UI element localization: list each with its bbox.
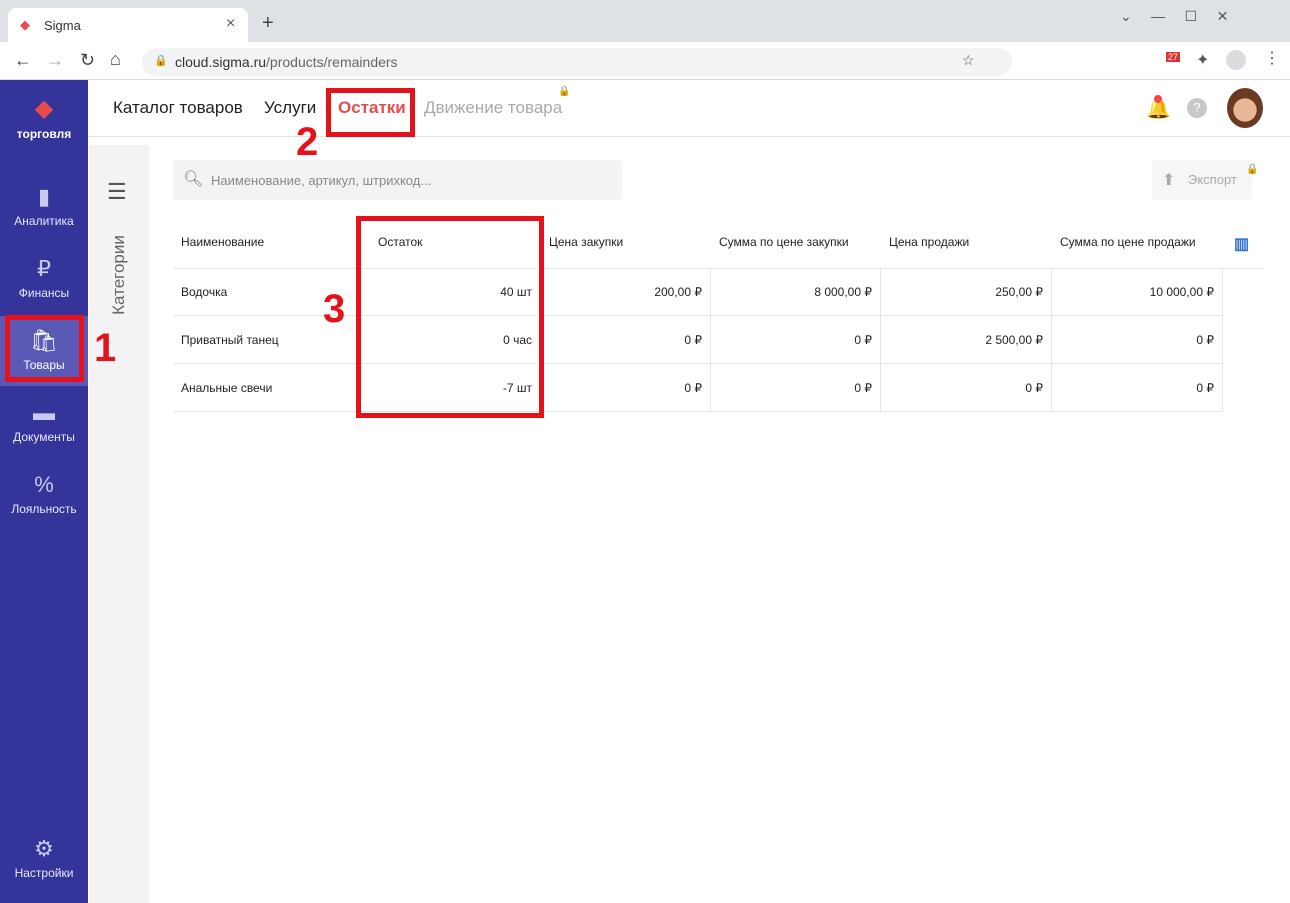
table-cell: 0 ₽ [541,316,711,364]
table-cell: 8 000,00 ₽ [711,268,881,316]
upload-icon: ⬆ [1162,172,1176,189]
column-header[interactable]: Наименование [181,234,265,249]
sidebar-item-analytics[interactable]: ▮ Аналитика [0,184,88,228]
new-tab-icon[interactable]: + [262,12,274,34]
notification-dot [1154,95,1162,103]
sidebar-item-products[interactable]: 🛍 Товары [0,316,88,386]
url-host: cloud.sigma.ru [175,54,267,70]
close-tab-icon[interactable]: × [226,15,236,32]
url-path: /products/remainders [266,54,398,70]
search-icon: 🔍︎ [183,171,204,188]
categories-label: Категории [109,235,128,315]
window-controls[interactable]: ⌄ — ☐ ✕ [1120,8,1229,24]
column-header[interactable]: Цена закупки [549,234,624,249]
table-cell: 0 ₽ [881,364,1052,412]
lock-icon: 🔒 [1246,164,1259,175]
browser-tab-bar: ◆ Sigma × + ⌄ — ☐ ✕ [0,0,1290,42]
annotation-number-3: 3 [323,287,346,331]
annotation-box-3 [356,216,544,418]
lock-icon: 🔒 [154,55,168,67]
extension-badge[interactable]: 27 [1166,52,1181,62]
sidebar-item-documents[interactable]: ▬ Документы [0,400,88,444]
sidebar-item-loyalty[interactable]: % Лояльность [0,472,88,516]
avatar[interactable] [1227,88,1263,128]
brand-name: торговля [16,127,72,141]
column-header[interactable]: Сумма по цене продажи [1060,234,1196,249]
sidebar-item-label: Настройки [14,866,74,880]
reload-icon[interactable]: ↻ [80,50,96,70]
top-nav: Каталог товаров Услуги Остатки Движение … [88,80,1290,137]
sidebar-item-settings[interactable]: ⚙ Настройки [0,836,88,880]
tab-catalog[interactable]: Каталог товаров [113,98,243,117]
table-cell: 0 ₽ [1052,364,1223,412]
tab-title: Sigma [44,18,81,33]
table-cell: Приватный танец [173,316,370,364]
sidebar: ◆ торговля ▮ Аналитика ₽ Финансы 🛍 Товары ▬ Д… [0,80,88,903]
table-cell: Водочка [173,268,370,316]
sidebar-item-label: Документы [13,430,75,444]
address-bar[interactable]: 🔒 cloud.sigma.ru/products/remainders ☆ [142,48,1012,76]
table-cell: 250,00 ₽ [881,268,1052,316]
annotation-box-1 [5,315,84,382]
columns-settings-icon[interactable]: ▥ [1234,236,1250,253]
bookmark-star-icon[interactable]: ☆ [962,52,975,68]
profile-icon[interactable] [1226,50,1246,70]
search-placeholder: Наименование, артикул, штрихкод... [211,173,432,188]
table-cell: 2 500,00 ₽ [881,316,1052,364]
lock-icon: 🔒 [558,86,571,97]
sigma-logo-icon: ◆ [34,95,54,122]
notification-bell-icon[interactable]: 🔔 [1146,98,1171,120]
export-label: Экспорт [1188,172,1237,187]
sidebar-item-label: Лояльность [11,502,77,516]
back-icon[interactable]: ← [14,50,32,70]
menu-icon[interactable]: ⋮ [1264,50,1280,67]
tab-movement[interactable]: Движение товара [424,98,563,117]
categories-panel[interactable]: ☰ Категории [89,145,149,903]
browser-tab[interactable]: ◆ Sigma × [8,8,248,42]
column-header[interactable]: Остаток [378,234,423,249]
table-cell: 10 000,00 ₽ [1052,268,1223,316]
table-cell: 200,00 ₽ [541,268,711,316]
table-cell: 0 ₽ [541,364,711,412]
annotation-number-1: 1 [94,326,117,370]
bar-chart-icon: ▮ [37,184,51,209]
table-cell: 0 ₽ [1052,316,1223,364]
shopping-bag-icon: 🛍 [30,328,58,353]
export-button[interactable]: ⬆ Экспорт [1152,160,1252,200]
hamburger-menu-icon[interactable]: ☰ [107,179,127,204]
tab-remainders[interactable]: Остатки [338,98,406,117]
annotation-number-2: 2 [296,120,319,164]
sidebar-item-label: Аналитика [14,214,74,228]
extensions-icon[interactable]: ✦ [1196,52,1210,69]
forward-icon[interactable]: → [46,50,64,70]
brand-logo[interactable]: ◆ торговля [0,94,88,141]
table-cell: 0 ₽ [711,316,881,364]
help-icon[interactable]: ? [1187,98,1207,118]
annotation-box-2 [326,88,415,137]
header-divider [173,268,1264,269]
ruble-icon: ₽ [37,256,51,281]
percent-badge-icon: % [34,472,54,497]
column-header[interactable]: Сумма по цене закупки [719,234,849,249]
browser-toolbar: ← → ↻ ⌂ 🔒 cloud.sigma.ru/products/remain… [0,42,1290,80]
sidebar-item-label: Финансы [18,286,70,300]
table-cell: 0 ₽ [711,364,881,412]
gear-icon: ⚙ [34,836,54,861]
home-icon[interactable]: ⌂ [110,49,121,69]
tab-services[interactable]: Услуги [264,98,317,117]
sigma-logo-icon: ◆ [20,17,30,32]
folder-icon: ▬ [33,400,55,425]
sidebar-item-label: Товары [23,358,65,372]
column-header[interactable]: Цена продажи [889,234,970,249]
search-input[interactable]: 🔍︎ Наименование, артикул, штрихкод... [173,160,622,200]
sidebar-item-finance[interactable]: ₽ Финансы [0,256,88,300]
table-cell: Анальные свечи [173,364,370,412]
